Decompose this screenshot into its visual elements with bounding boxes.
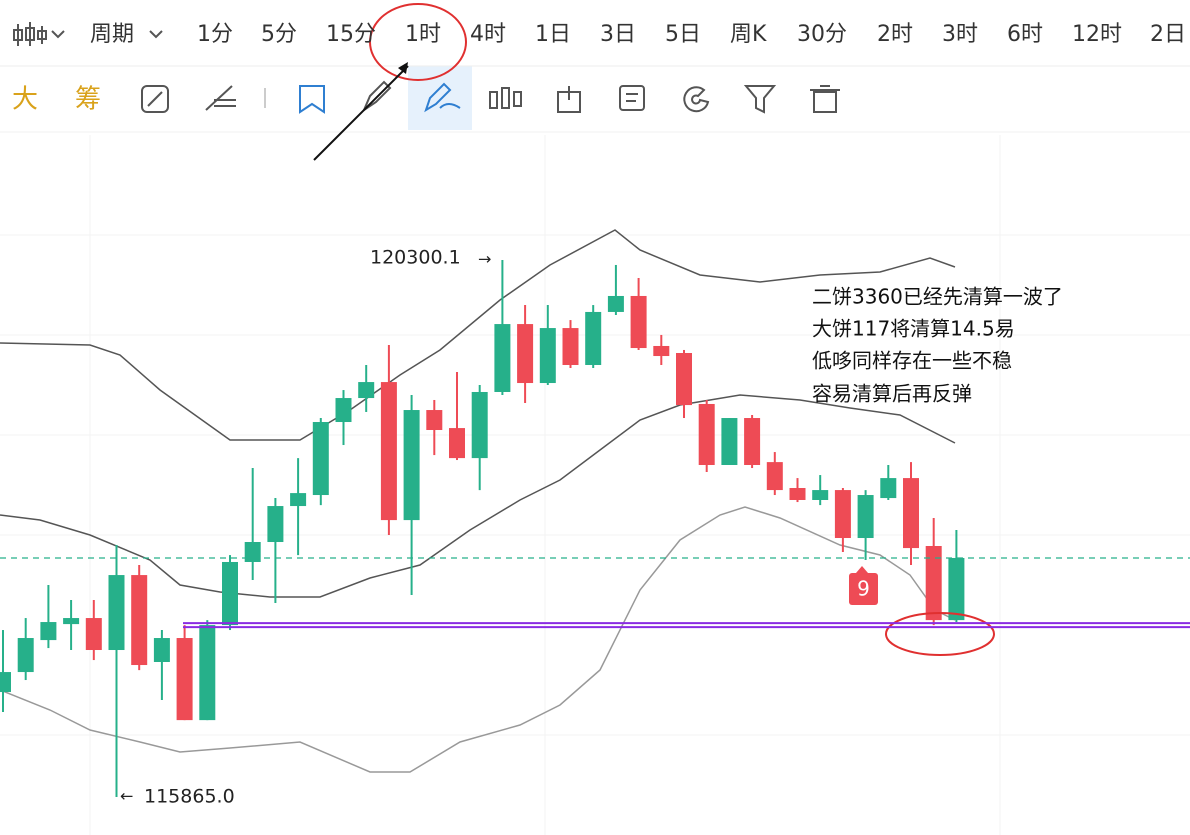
candle-body bbox=[17, 638, 34, 673]
period-button[interactable]: 1时 bbox=[405, 22, 441, 47]
candle-body bbox=[653, 345, 670, 357]
middle-band bbox=[0, 394, 956, 598]
annotation-line: 低哆同样存在一些不稳 bbox=[812, 349, 1012, 373]
candle-body bbox=[222, 561, 238, 626]
candle-body bbox=[766, 462, 783, 491]
candle-body bbox=[494, 324, 511, 392]
candle-body bbox=[290, 493, 307, 507]
candle-body bbox=[449, 428, 465, 459]
candle-body bbox=[426, 410, 443, 431]
lower-band bbox=[0, 506, 956, 773]
upper-band bbox=[0, 229, 956, 441]
candle-body bbox=[721, 418, 738, 465]
marker-tip bbox=[856, 566, 868, 573]
candle-body bbox=[63, 618, 80, 625]
candle-body bbox=[131, 575, 148, 666]
candle-body bbox=[903, 478, 919, 549]
annotation-line: 大饼117将清算14.5易 bbox=[812, 317, 1015, 341]
candle-body bbox=[562, 328, 579, 365]
period-button[interactable]: 15分 bbox=[326, 22, 376, 47]
candle-body bbox=[0, 672, 11, 693]
candle-body bbox=[176, 638, 193, 721]
pointer-arrow bbox=[313, 65, 409, 161]
candle-body bbox=[312, 422, 329, 496]
tool-chou[interactable]: 筹 bbox=[75, 85, 101, 115]
period-button[interactable]: 4时 bbox=[470, 22, 506, 47]
annotation: 二饼3360已经先清算一波了 大饼117将清算14.5易 低哆同样存在一些不稳 … bbox=[812, 285, 1063, 406]
highlight-circle bbox=[885, 612, 995, 656]
arrow-head bbox=[398, 62, 408, 74]
candle-body bbox=[380, 382, 397, 521]
period-menu[interactable]: 周期 bbox=[90, 22, 134, 47]
period-button[interactable]: 1日 bbox=[535, 22, 571, 47]
marker-box bbox=[849, 573, 878, 605]
period-button[interactable]: 3日 bbox=[600, 22, 636, 47]
candle-body bbox=[698, 403, 715, 465]
candle-body bbox=[812, 490, 829, 500]
candle-body bbox=[471, 391, 488, 459]
annotation-line: 二饼3360已经先清算一波了 bbox=[812, 285, 1063, 309]
candle-body bbox=[744, 418, 761, 465]
candle-body bbox=[607, 295, 624, 312]
candle-body bbox=[199, 625, 216, 721]
arrow-glyph: ← bbox=[120, 787, 133, 806]
candle-body bbox=[40, 622, 57, 641]
period-button[interactable]: 6时 bbox=[1007, 22, 1043, 47]
candle-body bbox=[358, 382, 375, 399]
candle-body bbox=[108, 575, 125, 651]
candle-body bbox=[880, 478, 897, 499]
candle-body bbox=[676, 353, 692, 406]
period-button[interactable]: 2时 bbox=[877, 22, 913, 47]
candle-body bbox=[517, 324, 534, 384]
period-button[interactable]: 2日 bbox=[1150, 22, 1186, 47]
candle-body bbox=[834, 490, 851, 539]
candle-body bbox=[335, 398, 352, 423]
candle-body bbox=[789, 488, 806, 500]
period-button[interactable]: 5分 bbox=[261, 22, 297, 47]
low-label: 115865.0 bbox=[144, 786, 235, 808]
candle-body bbox=[630, 295, 647, 349]
period-button[interactable]: 1分 bbox=[197, 22, 233, 47]
candle-body bbox=[948, 557, 965, 621]
candle-body bbox=[585, 311, 602, 365]
tool-da[interactable]: 大 bbox=[12, 85, 38, 115]
period-button[interactable]: 周K bbox=[730, 22, 767, 47]
arrow-glyph: → bbox=[478, 250, 491, 269]
candle-icon[interactable] bbox=[13, 22, 65, 46]
candle-body bbox=[539, 328, 556, 384]
grid bbox=[0, 135, 1190, 835]
highlight-circle bbox=[369, 3, 467, 81]
candle-body bbox=[403, 410, 420, 521]
period-button[interactable]: 12时 bbox=[1072, 22, 1122, 47]
annotation-line: 容易清算后再反弹 bbox=[812, 382, 972, 406]
chevron bbox=[149, 30, 163, 39]
high-label: 120300.1 bbox=[370, 247, 461, 269]
period-button[interactable]: 30分 bbox=[797, 22, 847, 47]
period-button[interactable]: 3时 bbox=[942, 22, 978, 47]
candle-body bbox=[85, 618, 102, 651]
candle-body bbox=[925, 546, 942, 621]
tool-icons[interactable] bbox=[141, 80, 840, 114]
period-button[interactable]: 5日 bbox=[665, 22, 701, 47]
candle-body bbox=[244, 542, 261, 562]
candle-body bbox=[153, 638, 170, 662]
candle-body bbox=[857, 495, 874, 539]
marker-label: 9 bbox=[857, 577, 870, 601]
candle-body bbox=[267, 506, 284, 543]
